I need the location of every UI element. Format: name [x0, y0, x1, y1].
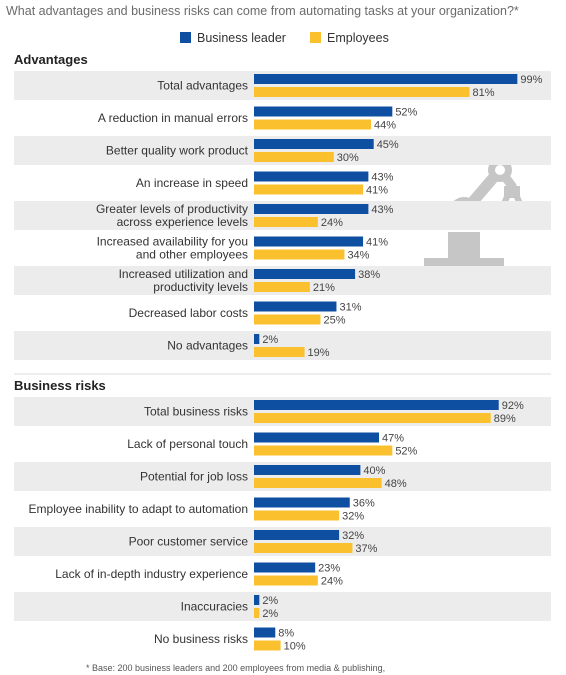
bar-business-leader	[254, 171, 369, 182]
data-label-employees: 34%	[347, 250, 369, 262]
legend-label-business-leader: Business leader	[197, 31, 286, 45]
legend-swatch-business-leader	[180, 32, 191, 43]
data-label-employees: 48%	[385, 478, 407, 490]
category-label: A reduction in manual errors	[98, 111, 248, 125]
category-label: Lack of personal touch	[127, 437, 248, 451]
category-label: Potential for job loss	[140, 470, 248, 484]
bar-business-leader	[254, 269, 356, 279]
data-label-employees: 52%	[395, 446, 417, 458]
bar-employees	[254, 347, 305, 357]
bar-employees	[254, 87, 470, 97]
data-label-employees: 81%	[472, 87, 494, 99]
data-label-employees: 30%	[337, 152, 359, 164]
bar-employees	[254, 543, 353, 553]
category-label: No business risks	[154, 632, 248, 646]
category-label: Employee inability to adapt to automatio…	[29, 502, 248, 516]
bar-business-leader	[254, 530, 340, 540]
bar-employees	[254, 608, 260, 618]
data-label-business-leader: 23%	[318, 563, 340, 575]
bar-employees	[254, 478, 382, 488]
bar-business-leader	[254, 334, 260, 344]
legend-swatch-employees	[310, 32, 321, 43]
legend-label-employees: Employees	[327, 31, 389, 45]
category-label: Increased utilization and productivity le…	[119, 267, 248, 294]
category-label: An increase in speed	[136, 176, 248, 190]
data-label-business-leader: 47%	[382, 433, 404, 445]
category-label: Increased availability for you and other …	[97, 235, 248, 262]
data-label-business-leader: 43%	[371, 172, 393, 184]
data-label-employees: 19%	[308, 347, 330, 359]
bar-employees	[254, 249, 345, 260]
bar-employees	[254, 217, 318, 227]
data-label-business-leader: 2%	[262, 334, 278, 346]
bar-business-leader	[254, 106, 393, 117]
data-label-employees: 25%	[324, 315, 346, 327]
data-label-employees: 37%	[355, 543, 377, 555]
bar-business-leader	[254, 400, 499, 410]
bar-employees	[254, 445, 393, 456]
data-label-business-leader: 2%	[262, 595, 278, 607]
data-label-employees: 10%	[284, 641, 306, 653]
data-label-business-leader: 52%	[395, 107, 417, 119]
data-label-business-leader: 40%	[363, 465, 385, 477]
bar-employees	[254, 152, 334, 162]
bar-business-leader	[254, 204, 369, 214]
data-label-business-leader: 36%	[353, 498, 375, 510]
legend: Business leader Employees	[180, 31, 389, 45]
category-label: Poor customer service	[129, 535, 249, 549]
bar-business-leader	[254, 139, 374, 149]
section-title-business-risks: Business risks	[14, 378, 106, 393]
data-label-employees: 2%	[262, 608, 278, 620]
bar-employees	[254, 282, 310, 292]
data-label-business-leader: 92%	[502, 400, 524, 412]
bar-employees	[254, 575, 318, 586]
category-label: Decreased labor costs	[129, 306, 248, 320]
bar-business-leader	[254, 432, 380, 443]
data-label-business-leader: 8%	[278, 628, 294, 640]
row-band	[14, 592, 551, 621]
bar-employees	[254, 510, 340, 521]
category-label: Total advantages	[157, 79, 248, 93]
category-label: Inaccuracies	[181, 600, 248, 614]
data-label-employees: 32%	[342, 511, 364, 523]
data-label-employees: 24%	[321, 576, 343, 588]
bar-employees	[254, 184, 364, 195]
bar-business-leader	[254, 595, 260, 605]
data-label-business-leader: 31%	[339, 302, 361, 314]
bar-business-leader	[254, 627, 276, 638]
bar-employees	[254, 640, 281, 651]
section-title-advantages: Advantages	[14, 52, 88, 67]
bar-business-leader	[254, 236, 364, 247]
bar-business-leader	[254, 301, 337, 312]
bar-business-leader	[254, 562, 316, 573]
bar-employees	[254, 413, 491, 423]
bar-employees	[254, 119, 372, 130]
bar-employees	[254, 314, 321, 325]
data-label-business-leader: 41%	[366, 237, 388, 249]
data-label-employees: 44%	[374, 120, 396, 132]
chart-title: What advantages and business risks can c…	[6, 4, 519, 18]
data-label-employees: 89%	[494, 413, 516, 425]
data-label-employees: 24%	[321, 217, 343, 229]
category-label: Lack of in-depth industry experience	[55, 567, 248, 581]
category-label: Greater levels of productivity across exp…	[96, 202, 248, 229]
data-label-business-leader: 99%	[520, 74, 542, 86]
data-label-business-leader: 38%	[358, 269, 380, 281]
category-label: Better quality work product	[106, 144, 249, 158]
data-label-employees: 21%	[313, 282, 335, 294]
bar-business-leader	[254, 497, 350, 508]
category-label: Total business risks	[144, 405, 248, 419]
footnote: * Base: 200 business leaders and 200 emp…	[86, 663, 385, 673]
data-label-employees: 41%	[366, 185, 388, 197]
category-label: No advantages	[167, 339, 248, 353]
data-label-business-leader: 32%	[342, 530, 364, 542]
bars-area: Advantages Total advantages 99% 81% A reduct…	[14, 52, 551, 653]
data-label-business-leader: 45%	[377, 139, 399, 151]
data-label-business-leader: 43%	[371, 204, 393, 216]
bar-business-leader	[254, 465, 361, 475]
bar-business-leader	[254, 74, 518, 84]
